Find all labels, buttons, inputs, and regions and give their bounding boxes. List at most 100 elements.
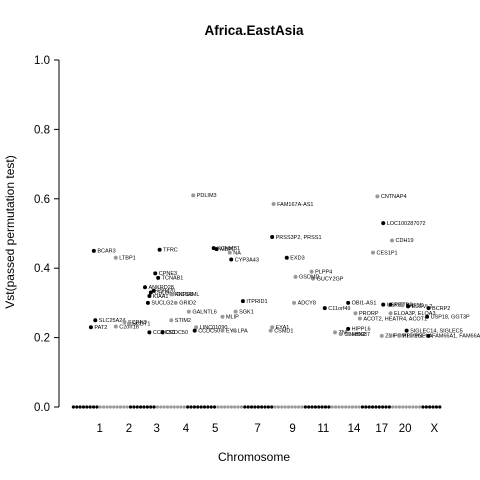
gene-label: GUCY2GP: [317, 276, 344, 282]
gene-label: PNPLA: [415, 334, 433, 340]
data-point: [404, 328, 409, 333]
baseline-point: [307, 405, 311, 409]
gene-label: ELOA3P, ELOA3: [394, 311, 435, 317]
baseline-point: [88, 405, 92, 409]
data-point: [425, 314, 430, 319]
gene-label: LTBP1: [119, 256, 135, 262]
baseline-point: [98, 405, 102, 409]
baseline-point: [81, 405, 86, 409]
y-tick-label: 0.4: [34, 263, 51, 275]
data-point: [143, 285, 147, 290]
baseline-point: [431, 405, 435, 409]
data-point: [227, 250, 232, 255]
data-point: [353, 311, 358, 316]
baseline-point: [367, 405, 371, 409]
baseline-point: [95, 405, 99, 409]
baseline-point: [196, 405, 200, 409]
data-point: [148, 290, 153, 295]
baseline-point: [300, 405, 304, 409]
baseline-point: [350, 405, 354, 409]
baseline-point: [347, 405, 351, 409]
baseline-point: [226, 405, 230, 409]
x-tick-label: 1: [96, 423, 102, 435]
data-point: [229, 257, 234, 262]
data-point: [214, 247, 219, 252]
x-tick-label: 14: [348, 423, 361, 435]
baseline-point: [102, 405, 106, 409]
gene-label: ITPRID1: [246, 299, 267, 305]
data-point: [346, 332, 351, 337]
data-point: [153, 271, 158, 276]
data-point: [397, 333, 402, 338]
baseline-point: [115, 405, 119, 409]
y-axis-title: Vst(passed permutation test): [3, 155, 17, 308]
gene-label: ANKRD28: [149, 285, 174, 291]
gene-label: CDH19: [396, 238, 414, 244]
baseline-point: [199, 405, 203, 409]
gene-label: CYP3A43: [235, 257, 259, 263]
gene-label: SCRN3: [128, 320, 147, 326]
gene-label: SUCLG2: [151, 301, 173, 307]
baseline-point: [91, 405, 96, 409]
x-axis-title: Chromosome: [218, 450, 290, 464]
data-point: [157, 247, 162, 252]
gene-label: USP18, GGT3P: [431, 315, 470, 321]
baseline-point: [428, 405, 432, 409]
baseline-point: [384, 405, 388, 409]
baseline-point: [243, 405, 247, 409]
baseline-point: [75, 405, 79, 409]
data-point: [346, 326, 351, 331]
gene-label: PPM1G: [394, 334, 413, 340]
gene-label: NA: [233, 250, 241, 256]
baseline-point: [387, 405, 391, 409]
gene-label: MLIP: [226, 315, 239, 321]
baseline-point: [391, 405, 395, 409]
baseline-point: [175, 405, 180, 409]
x-tick-label: 20: [399, 423, 412, 435]
baseline-point: [108, 405, 112, 409]
baseline-point: [249, 405, 254, 409]
baseline-point: [182, 405, 186, 409]
baseline-point: [270, 405, 274, 409]
baseline-point: [169, 405, 173, 409]
baseline-point: [179, 405, 183, 409]
baseline-point: [85, 405, 89, 409]
gene-label: CES1P1: [377, 250, 398, 256]
baseline-point: [132, 405, 136, 409]
gene-label: SIGLEC14, SIGLEC5: [410, 328, 463, 334]
y-tick-label: 1.0: [34, 55, 50, 67]
baseline-point: [118, 405, 123, 409]
baseline-point: [186, 405, 190, 409]
baseline-point: [233, 405, 237, 409]
data-point: [169, 318, 174, 323]
baseline-point: [253, 405, 257, 409]
gene-label: CCDC50: [198, 328, 220, 334]
gene-label: SLC25A24: [99, 318, 126, 324]
data-point: [333, 330, 337, 335]
baseline-point: [401, 405, 405, 409]
data-point: [293, 274, 298, 279]
baseline-point: [142, 405, 146, 409]
baseline-point: [407, 405, 412, 409]
x-tick-label: 3: [153, 423, 159, 435]
data-point: [270, 325, 275, 330]
data-point: [240, 299, 245, 304]
data-point: [309, 269, 314, 274]
baseline-point: [394, 405, 398, 409]
data-point: [232, 328, 237, 333]
gene-label: PRORP: [359, 311, 379, 317]
gene-label: TCNAB1: [162, 276, 184, 282]
baseline-point: [397, 405, 402, 409]
data-point: [381, 221, 386, 226]
baseline-point: [145, 405, 149, 409]
data-point: [357, 316, 362, 321]
data-point: [233, 309, 238, 314]
data-point: [160, 330, 165, 335]
gene-label: MBPL: [220, 247, 235, 253]
data-point: [379, 333, 384, 338]
baseline-point: [280, 405, 284, 409]
baseline-point: [125, 405, 129, 409]
data-point: [284, 255, 289, 260]
baseline-point: [202, 405, 207, 409]
gene-label: LPA: [238, 328, 248, 334]
